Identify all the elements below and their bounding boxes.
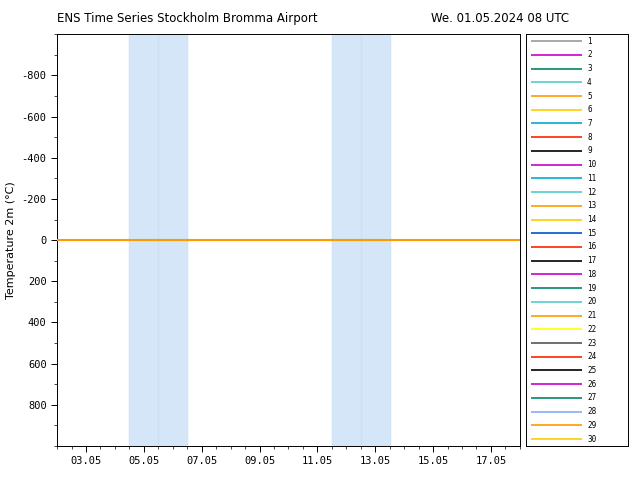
Y-axis label: Temperature 2m (°C): Temperature 2m (°C) bbox=[6, 181, 16, 299]
Text: 3: 3 bbox=[587, 64, 592, 73]
Text: 1: 1 bbox=[587, 37, 592, 46]
Text: 21: 21 bbox=[587, 311, 597, 320]
Bar bbox=[332, 34, 361, 446]
Text: 30: 30 bbox=[587, 435, 597, 443]
Bar bbox=[129, 34, 187, 446]
Text: ENS Time Series Stockholm Bromma Airport: ENS Time Series Stockholm Bromma Airport bbox=[57, 12, 318, 25]
Text: 13: 13 bbox=[587, 201, 597, 210]
Text: 18: 18 bbox=[587, 270, 597, 279]
Text: 6: 6 bbox=[587, 105, 592, 114]
Text: 17: 17 bbox=[587, 256, 597, 265]
Bar bbox=[158, 34, 187, 446]
Text: 26: 26 bbox=[587, 380, 597, 389]
Text: 10: 10 bbox=[587, 160, 597, 169]
Bar bbox=[332, 34, 390, 446]
Text: We. 01.05.2024 08 UTC: We. 01.05.2024 08 UTC bbox=[431, 12, 569, 25]
Text: 27: 27 bbox=[587, 393, 597, 402]
Text: 4: 4 bbox=[587, 78, 592, 87]
Bar bbox=[361, 34, 390, 446]
Text: 14: 14 bbox=[587, 215, 597, 224]
Text: 9: 9 bbox=[587, 147, 592, 155]
Text: 11: 11 bbox=[587, 174, 597, 183]
Text: 8: 8 bbox=[587, 133, 592, 142]
Text: 25: 25 bbox=[587, 366, 597, 375]
Text: 24: 24 bbox=[587, 352, 597, 361]
Text: 28: 28 bbox=[587, 407, 597, 416]
Text: 20: 20 bbox=[587, 297, 597, 306]
Text: 19: 19 bbox=[587, 284, 597, 293]
Text: 16: 16 bbox=[587, 243, 597, 251]
Text: 12: 12 bbox=[587, 188, 597, 196]
Text: 22: 22 bbox=[587, 325, 597, 334]
Text: 15: 15 bbox=[587, 229, 597, 238]
Text: 23: 23 bbox=[587, 339, 597, 347]
Text: 5: 5 bbox=[587, 92, 592, 100]
Text: 2: 2 bbox=[587, 50, 592, 59]
Text: 7: 7 bbox=[587, 119, 592, 128]
Bar bbox=[129, 34, 158, 446]
Text: 29: 29 bbox=[587, 421, 597, 430]
